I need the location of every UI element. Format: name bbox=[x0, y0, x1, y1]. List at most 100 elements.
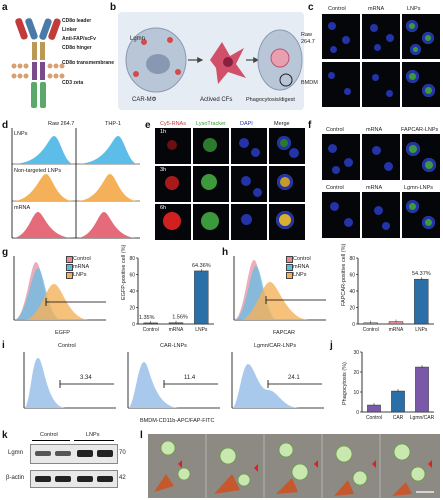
f-image-row1-mrna bbox=[362, 134, 400, 180]
j-ytick-label-0: 0 bbox=[356, 410, 359, 416]
d-hist-mrna-raw bbox=[12, 212, 74, 238]
panel-letter-l: l bbox=[140, 430, 143, 441]
e-col-dapi: DAPI bbox=[240, 121, 253, 127]
g-category-label-0: Control bbox=[143, 327, 159, 333]
e-image-3h-dapi bbox=[231, 166, 267, 202]
i-xlabel: BMDM-CD11b-APC/FAP-FITC bbox=[140, 418, 215, 424]
g-data-label-0: 1.35% bbox=[139, 315, 155, 321]
e-row-6h: 6h bbox=[160, 205, 167, 211]
d-row-nontargeted: Non-targeted LNPs bbox=[14, 168, 62, 174]
c-row-raw: Raw 264.7 bbox=[301, 32, 315, 45]
h-legend-control: Control bbox=[293, 256, 311, 262]
g-bar-chart: 0 20 40 60 80 Control mRNA LNPs 1.35% 1.56% 64.36% bbox=[129, 256, 214, 333]
g-data-label-1: 1.56% bbox=[172, 315, 188, 321]
c-col-lnps: LNPs bbox=[407, 6, 421, 12]
panel-letter-g: g bbox=[2, 247, 9, 258]
label-cd3-zeta: CD3 zeta bbox=[62, 80, 84, 86]
i-gate-lgmn-car: 24.1 bbox=[288, 375, 300, 381]
c-col-mrna: mRNA bbox=[368, 6, 385, 12]
j-bar-2 bbox=[415, 366, 429, 413]
j-category-label-0: Control bbox=[366, 415, 382, 421]
g-legend-swatch-mrna bbox=[66, 264, 73, 271]
f-image-row2-control bbox=[322, 192, 360, 238]
d-hist-lnps-raw bbox=[12, 136, 74, 164]
l-timelapse-frames bbox=[154, 434, 434, 498]
e-image-6h-lyso bbox=[193, 204, 229, 240]
i-gate-control: 3.34 bbox=[80, 375, 92, 381]
h-category-label-2: LNPs bbox=[415, 327, 428, 333]
c-row-bmdm: BMDM bbox=[301, 80, 318, 86]
k-row-actin: β-actin bbox=[6, 475, 25, 481]
label-car-macrophage: CAR-MΦ bbox=[132, 97, 157, 103]
j-ytick-label-3: 30 bbox=[353, 350, 359, 356]
e-image-1h-lyso bbox=[193, 128, 229, 164]
g-ylabel: EGFP-positive cell (%) bbox=[121, 244, 127, 300]
h-category-label-1: mRNA bbox=[389, 327, 404, 333]
h-legend-lnps: LNPs bbox=[293, 272, 307, 278]
d-row-mrna: mRNA bbox=[14, 205, 31, 211]
panel-letter-h: h bbox=[222, 247, 229, 258]
k-row-lgmn: Lgmn bbox=[8, 450, 24, 456]
e-image-3h-merge bbox=[269, 166, 305, 202]
d-col-raw: Raw 264.7 bbox=[48, 121, 75, 127]
panel-letter-f: f bbox=[308, 120, 312, 131]
g-ytick-label-0: 0 bbox=[132, 322, 135, 328]
c-col-control: Control bbox=[328, 6, 346, 12]
e-image-6h-cy5 bbox=[155, 204, 191, 240]
e-image-3h-lyso bbox=[193, 166, 229, 202]
h-ylabel: FAPCAR-positive cell (%) bbox=[341, 243, 347, 306]
h-legend-mrna: mRNA bbox=[293, 264, 310, 270]
label-cd8-leader: CD8α leader bbox=[62, 18, 92, 24]
panel-letter-a: a bbox=[2, 2, 8, 13]
c-image-bmdm-lnps bbox=[402, 62, 440, 107]
g-flow-histogram bbox=[13, 256, 106, 321]
panel-letter-i: i bbox=[2, 340, 5, 351]
panel-letter-e: e bbox=[145, 120, 151, 131]
h-xlabel: FAPCAR bbox=[273, 330, 296, 336]
k-group-line-control bbox=[32, 440, 70, 441]
f-image-row2-lgmn bbox=[402, 192, 440, 238]
f-image-row1-control bbox=[322, 134, 360, 180]
j-bar-chart: 0 10 20 30 Control CAR Lgmn/CAR bbox=[353, 350, 435, 421]
i-title-control: Control bbox=[58, 343, 76, 349]
e-image-1h-merge bbox=[269, 128, 305, 164]
c-image-raw-control bbox=[322, 14, 360, 59]
label-cd8-transmembrane: CD8α transmembrane bbox=[62, 60, 114, 66]
car-construct-diagram bbox=[11, 18, 65, 108]
g-ytick-label-2: 40 bbox=[129, 289, 135, 295]
i-title-car: CAR-LNPs bbox=[160, 343, 187, 349]
c-image-bmdm-mrna bbox=[362, 62, 400, 107]
label-lgmn: Lgmn bbox=[130, 36, 146, 42]
label-scfv: Anti-FAP/scFv bbox=[62, 36, 96, 42]
g-bar-2 bbox=[194, 270, 209, 325]
h-ytick-label-1: 20 bbox=[349, 306, 355, 312]
j-ytick-label-1: 10 bbox=[353, 390, 359, 396]
f-row2-lgmn: Lgmn-LNPs bbox=[404, 185, 434, 191]
d-col-thp1: THP-1 bbox=[105, 121, 121, 127]
f-row1-fapcar: FAPCAR-LNPs bbox=[401, 127, 439, 133]
k-marker-42: 42 bbox=[119, 475, 126, 481]
d-histogram-grid bbox=[11, 128, 140, 239]
e-image-1h-cy5 bbox=[155, 128, 191, 164]
c-image-raw-lnps bbox=[402, 14, 440, 59]
d-hist-nt-thp1 bbox=[76, 174, 138, 201]
h-legend-swatch-mrna bbox=[286, 264, 293, 271]
panel-letter-k: k bbox=[2, 430, 8, 441]
i-plot-lgmn-car bbox=[231, 352, 324, 409]
h-ytick-label-4: 80 bbox=[349, 256, 355, 262]
e-row-3h: 3h bbox=[160, 167, 167, 173]
g-category-label-1: mRNA bbox=[169, 327, 184, 333]
k-marker-70: 70 bbox=[119, 450, 126, 456]
g-legend-control: Control bbox=[73, 256, 91, 262]
k-blot-lgmn bbox=[30, 444, 118, 464]
label-phagocytosis: Phagocytosis/digest bbox=[246, 97, 295, 103]
k-group-control: Control bbox=[40, 432, 58, 438]
f-image-row2-mrna bbox=[362, 192, 400, 238]
g-xlabel: EGFP bbox=[55, 330, 70, 336]
g-ytick-label-3: 60 bbox=[129, 273, 135, 279]
j-category-label-2: Lgmn/CAR bbox=[410, 415, 435, 421]
panel-letter-j: j bbox=[330, 340, 333, 351]
g-ytick-label-1: 20 bbox=[129, 306, 135, 312]
f-row1-control: Control bbox=[326, 127, 344, 133]
h-bar-chart: 0 20 40 60 80 Control mRNA LNPs 54.37% bbox=[349, 256, 434, 333]
